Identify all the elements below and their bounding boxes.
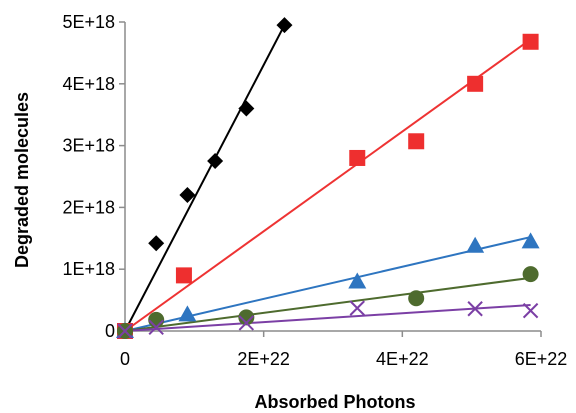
- y-tick-label: 3E+18: [62, 136, 115, 156]
- series-3-point: [348, 272, 367, 289]
- series-1-point: [238, 100, 255, 117]
- y-tick-label: 0: [105, 321, 115, 341]
- x-tick-label: 0: [120, 349, 130, 369]
- series-5-point: [467, 301, 483, 317]
- series-5-point: [117, 323, 133, 339]
- series-1-point: [148, 235, 165, 252]
- series-4-point: [148, 311, 165, 328]
- series-5-point-stroke: [467, 301, 483, 317]
- series-5-point-stroke: [349, 300, 365, 316]
- series-4-point: [238, 309, 255, 326]
- series-1-point: [207, 153, 224, 170]
- series-2-point: [522, 33, 539, 50]
- series-5-point-stroke: [148, 319, 164, 335]
- series-5-point-stroke: [522, 302, 539, 319]
- series-3-point: [466, 236, 485, 253]
- series-3-point: [178, 305, 197, 322]
- series-5-point-stroke: [238, 315, 255, 331]
- series-5-point: [349, 300, 365, 316]
- y-tick-label: 2E+18: [62, 197, 115, 217]
- y-axis-title: Degraded molecules: [12, 92, 32, 268]
- axis-labels: 0 1E+18 2E+18 3E+18 4E+18 5E+18 0 2E+22 4E+22 6E+…: [62, 12, 567, 369]
- y-tick-label: 5E+18: [62, 12, 115, 32]
- series-5-point: [522, 302, 539, 319]
- fit-lines: [124, 24, 532, 332]
- series-2-point: [408, 133, 425, 150]
- axes: [119, 21, 542, 337]
- series-2-point: [349, 149, 366, 166]
- x-tick-label: 4E+22: [376, 349, 429, 369]
- x-axis-title: Absorbed Photons: [255, 392, 416, 412]
- series-1-fit-line: [124, 24, 286, 332]
- x-tick-label: 2E+22: [237, 349, 290, 369]
- series-1-point: [276, 17, 293, 34]
- series-5-point-stroke: [117, 323, 133, 339]
- series-4-point: [522, 266, 539, 283]
- series-5-fit-line: [124, 304, 531, 332]
- series-4-fit-line: [124, 276, 531, 332]
- series-2-point: [175, 267, 192, 284]
- series-4-point: [408, 290, 425, 307]
- series-5-point: [148, 319, 164, 335]
- x-tick-label: 6E+22: [515, 349, 568, 369]
- data-markers: [116, 17, 540, 339]
- series-2-point: [467, 75, 484, 92]
- y-tick-label: 4E+18: [62, 74, 115, 94]
- series-5-point: [238, 315, 255, 331]
- y-tick-label: 1E+18: [62, 259, 115, 279]
- series-3-point: [521, 232, 540, 249]
- series-1-point: [179, 187, 196, 204]
- series-2-fit-line: [124, 38, 532, 332]
